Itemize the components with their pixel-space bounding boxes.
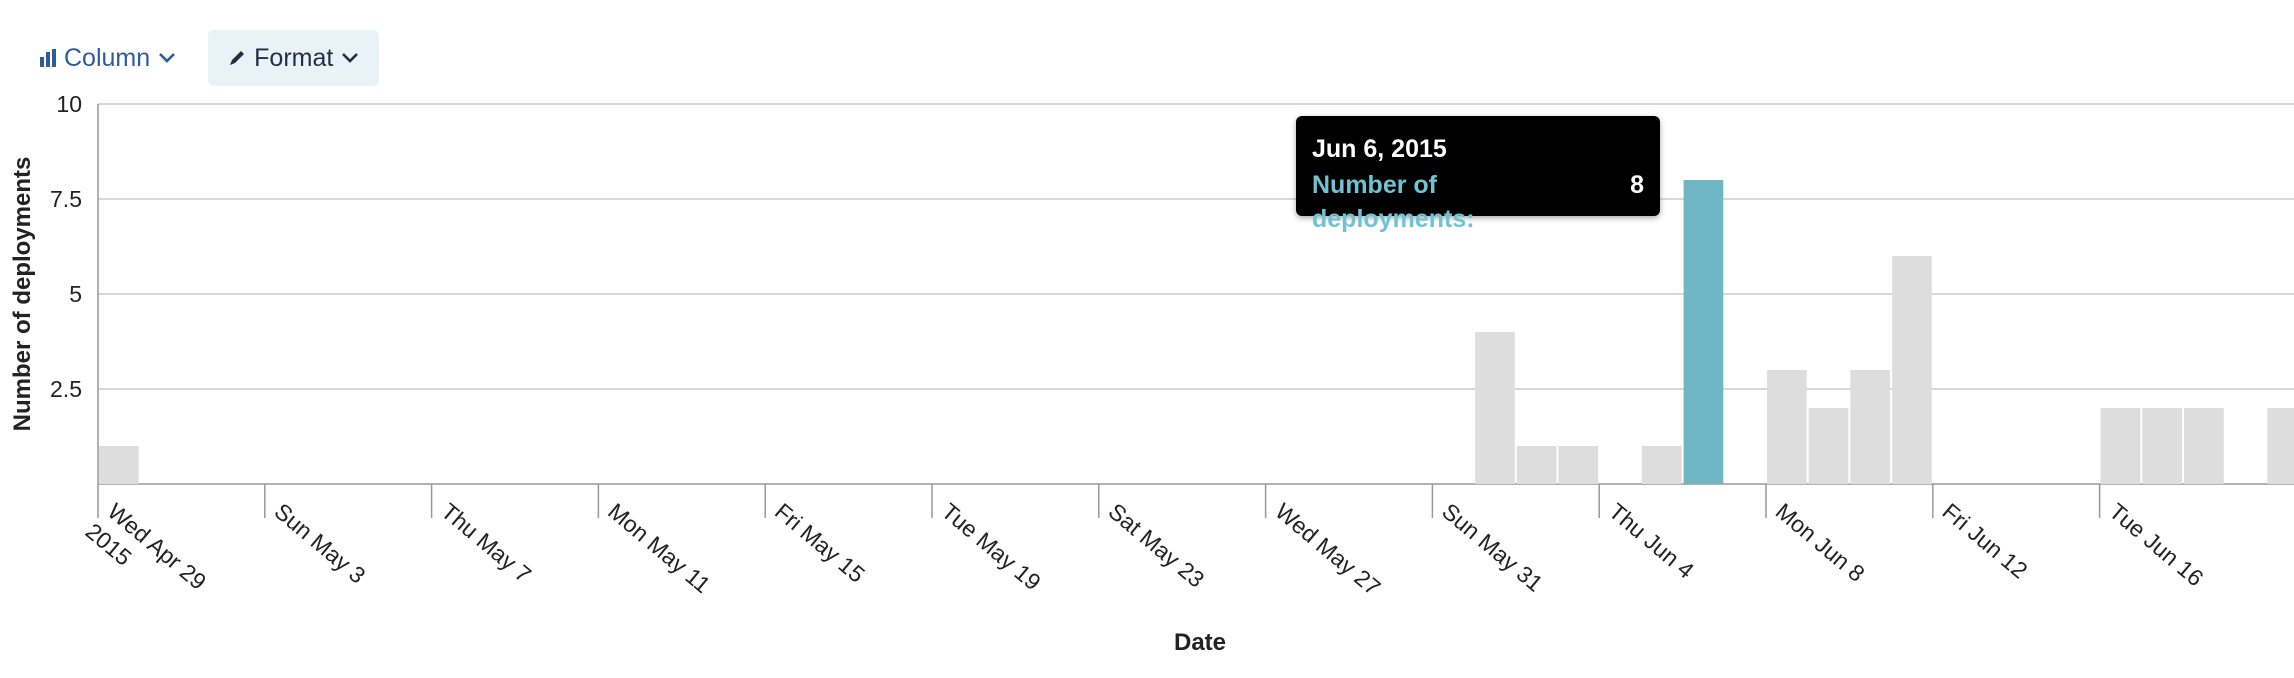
x-tick-label: Tue Jun 16 [2104, 498, 2208, 591]
bar [1558, 446, 1599, 484]
bar-chart-icon [40, 49, 56, 67]
y-tick-label: 10 [56, 91, 82, 117]
x-tick-label: Fri Jun 12 [1938, 498, 2033, 584]
bar [1892, 256, 1932, 484]
bar [2267, 408, 2294, 484]
bar [1850, 370, 1891, 484]
chart-toolbar: Column Format [26, 30, 380, 86]
tooltip-date: Jun 6, 2015 [1312, 135, 1447, 163]
bar [2100, 408, 2141, 484]
bar [2184, 408, 2224, 484]
x-tick-label: Sat May 23 [1104, 498, 1210, 593]
x-tick-label: Wed May 27 [1270, 498, 1385, 601]
chevron-down-icon [341, 52, 359, 64]
y-tick-label: 2.5 [50, 376, 82, 402]
x-tick-label: Thu Jun 4 [1604, 498, 1699, 584]
chart-type-label: Column [64, 43, 151, 72]
x-tick-label: Mon May 11 [603, 498, 715, 598]
bar [99, 446, 139, 484]
x-tick-label: Thu May 7 [436, 498, 536, 588]
x-tick-label: Fri May 15 [770, 498, 870, 588]
bar [1767, 370, 1807, 484]
chevron-down-icon [158, 52, 176, 64]
bar [1808, 408, 1849, 484]
format-button[interactable]: Format [208, 30, 380, 86]
y-axis-title: Number of deployments [9, 157, 36, 432]
y-tick-label: 5 [69, 281, 82, 307]
x-tick-label: Sun May 31 [1437, 498, 1548, 597]
tooltip-value: 8 [1630, 171, 1644, 199]
bar [1641, 446, 1682, 484]
x-tick-label: Tue May 19 [937, 498, 1046, 595]
pencil-icon [228, 49, 246, 67]
x-tick-label: Sun May 3 [270, 498, 371, 589]
chart-type-button[interactable]: Column [26, 30, 190, 86]
format-label: Format [254, 43, 334, 72]
x-tick-label: Mon Jun 8 [1771, 498, 1870, 587]
x-axis-title: Date [1174, 629, 1226, 656]
chart-tooltip: Jun 6, 2015 Number of deployments: 8 [1296, 116, 1660, 233]
bar-highlighted [1683, 180, 1724, 484]
bar [2142, 408, 2182, 484]
tooltip-series-label: Number of deployments: [1312, 171, 1475, 233]
y-tick-label: 7.5 [50, 186, 82, 212]
bar [1475, 332, 1515, 484]
bar [1516, 446, 1557, 484]
